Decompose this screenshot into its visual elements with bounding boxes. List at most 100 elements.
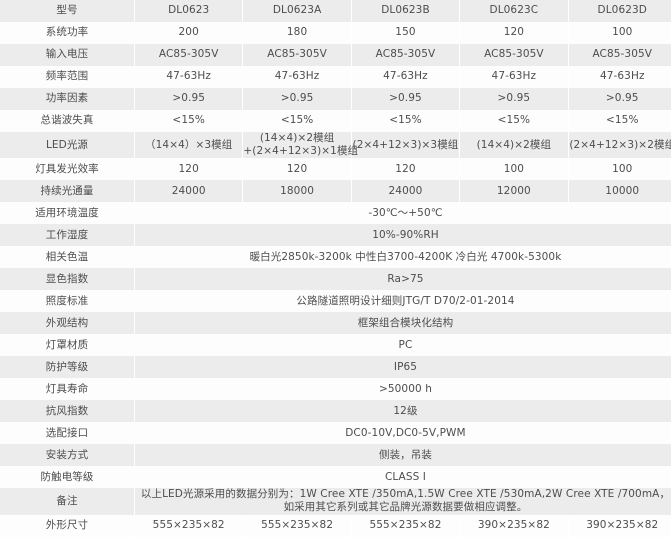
row-label: 总谐波失真 bbox=[0, 110, 135, 132]
cell-value: 200 bbox=[135, 22, 243, 44]
row-label: 持续光通量 bbox=[0, 180, 135, 202]
note-line-1: 以上LED光源采用的数据分别为：1W Cree XTE /350mA,1.5W … bbox=[135, 488, 671, 501]
cell-merged-value: 侧装，吊装 bbox=[135, 444, 671, 466]
note-line-2: 如采用其它系列或其它品牌光源数据要做相应调整。 bbox=[135, 501, 671, 514]
cell-line-1: (14×4)×2模组 bbox=[260, 132, 335, 144]
cell-note: 以上LED光源采用的数据分别为：1W Cree XTE /350mA,1.5W … bbox=[135, 488, 671, 514]
table-row: 照度标准公路隧道照明设计细则JTG/T D70/2-01-2014 bbox=[0, 290, 671, 312]
cell-merged-value: DC0-10V,DC0-5V,PWM bbox=[135, 422, 671, 444]
cell-merged-value: 暖白光2850k-3200k 中性白3700-4200K 冷白光 4700k-5… bbox=[135, 246, 671, 268]
table-row: 功率因素>0.95>0.95>0.95>0.95>0.95 bbox=[0, 88, 671, 110]
cell-value: <15% bbox=[568, 110, 671, 132]
table-row: 外观结构框架组合模块化结构 bbox=[0, 312, 671, 334]
row-label: 抗风指数 bbox=[0, 400, 135, 422]
cell-value: 24000 bbox=[135, 180, 243, 202]
cell-value: 555×235×82 bbox=[351, 515, 459, 537]
cell-value: 47-63Hz bbox=[351, 66, 459, 88]
cell-value: 47-63Hz bbox=[568, 66, 671, 88]
row-label: 防触电等级 bbox=[0, 466, 135, 488]
cell-value: >0.95 bbox=[135, 88, 243, 110]
cell-value: <15% bbox=[351, 110, 459, 132]
cell-value: 120 bbox=[351, 158, 459, 180]
cell-value: <15% bbox=[135, 110, 243, 132]
cell-value: （14×4）×3模组 bbox=[135, 132, 243, 158]
row-label: 系统功率 bbox=[0, 22, 135, 44]
cell-value: 390×235×82 bbox=[568, 515, 671, 537]
cell-line-1: (14×4)×2模组 bbox=[477, 139, 552, 151]
cell-value: AC85-305V bbox=[568, 44, 671, 66]
cell-merged-value: PC bbox=[135, 334, 671, 356]
cell-value: 47-63Hz bbox=[460, 66, 568, 88]
table-row: 安装方式侧装，吊装 bbox=[0, 444, 671, 466]
row-label: 灯具寿命 bbox=[0, 378, 135, 400]
row-label: 照度标准 bbox=[0, 290, 135, 312]
cell-value: AC85-305V bbox=[351, 44, 459, 66]
row-label: 输入电压 bbox=[0, 44, 135, 66]
cell-value: >0.95 bbox=[568, 88, 671, 110]
cell-value: <15% bbox=[460, 110, 568, 132]
row-label: 外观结构 bbox=[0, 312, 135, 334]
cell-value: AC85-305V bbox=[135, 44, 243, 66]
cell-value: DL0623A bbox=[243, 0, 351, 22]
row-label: 功率因素 bbox=[0, 88, 135, 110]
cell-value: DL0623C bbox=[460, 0, 568, 22]
row-label: 选配接口 bbox=[0, 422, 135, 444]
row-label: 频率范围 bbox=[0, 66, 135, 88]
cell-value: 120 bbox=[460, 22, 568, 44]
cell-value: 120 bbox=[243, 158, 351, 180]
cell-value: AC85-305V bbox=[243, 44, 351, 66]
row-label: 显色指数 bbox=[0, 268, 135, 290]
row-label: 防护等级 bbox=[0, 356, 135, 378]
row-label: 备注 bbox=[0, 488, 135, 514]
cell-merged-value: 公路隧道照明设计细则JTG/T D70/2-01-2014 bbox=[135, 290, 671, 312]
row-label: 灯罩材质 bbox=[0, 334, 135, 356]
cell-line-2: +(2×4+12×3)×1模组 bbox=[243, 145, 350, 158]
cell-value: 18000 bbox=[243, 180, 351, 202]
table-row: 适用环境温度-30℃～+50℃ bbox=[0, 202, 671, 224]
cell-value: (14×4)×2模组 bbox=[460, 132, 568, 158]
cell-value: AC85-305V bbox=[460, 44, 568, 66]
table-row: 灯具寿命>50000 h bbox=[0, 378, 671, 400]
cell-line-1: （14×4）×3模组 bbox=[145, 139, 232, 151]
cell-value: >0.95 bbox=[351, 88, 459, 110]
cell-merged-value: IP65 bbox=[135, 356, 671, 378]
cell-value: 100 bbox=[568, 22, 671, 44]
cell-value: 47-63Hz bbox=[243, 66, 351, 88]
table-row: 总谐波失真<15%<15%<15%<15%<15% bbox=[0, 110, 671, 132]
row-label: 安装方式 bbox=[0, 444, 135, 466]
cell-value: >0.95 bbox=[243, 88, 351, 110]
cell-value: >0.95 bbox=[460, 88, 568, 110]
row-label: 型号 bbox=[0, 0, 135, 22]
cell-value: 47-63Hz bbox=[135, 66, 243, 88]
cell-merged-value: -30℃～+50℃ bbox=[135, 202, 671, 224]
table-row: LED光源（14×4）×3模组(14×4)×2模组+(2×4+12×3)×1模组… bbox=[0, 132, 671, 158]
cell-value: 100 bbox=[568, 158, 671, 180]
cell-value: (14×4)×2模组+(2×4+12×3)×1模组 bbox=[243, 132, 351, 158]
cell-line-1: (2×4+12×3)×2模组 bbox=[569, 139, 671, 151]
cell-value: DL0623 bbox=[135, 0, 243, 22]
cell-value: 120 bbox=[135, 158, 243, 180]
cell-value: 150 bbox=[351, 22, 459, 44]
cell-value: DL0623B bbox=[351, 0, 459, 22]
cell-merged-value: >50000 h bbox=[135, 378, 671, 400]
cell-value: 390×235×82 bbox=[460, 515, 568, 537]
table-row: 相关色温暖白光2850k-3200k 中性白3700-4200K 冷白光 470… bbox=[0, 246, 671, 268]
cell-value: DL0623D bbox=[568, 0, 671, 22]
cell-value: 10000 bbox=[568, 180, 671, 202]
table-row: 备注以上LED光源采用的数据分别为：1W Cree XTE /350mA,1.5… bbox=[0, 488, 671, 514]
cell-merged-value: 12级 bbox=[135, 400, 671, 422]
cell-value: 12000 bbox=[460, 180, 568, 202]
